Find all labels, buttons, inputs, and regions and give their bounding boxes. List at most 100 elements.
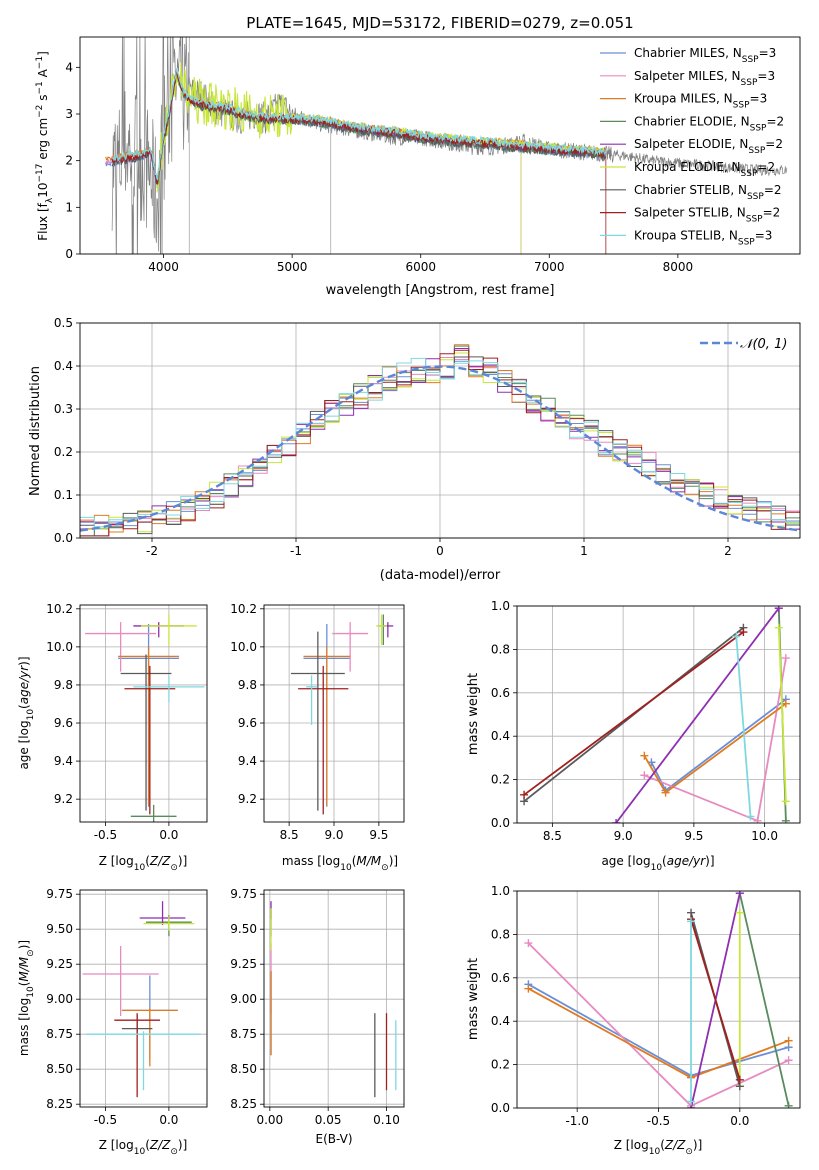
text-part: −1 — [35, 56, 45, 69]
text-part: =2 — [766, 114, 784, 128]
legend-label: Chabrier ELODIE, NSSP=2 — [634, 114, 784, 133]
y-tick-label: 8.25 — [46, 1097, 73, 1111]
weight-marker — [746, 812, 755, 821]
y-tick-label: 4 — [65, 60, 73, 74]
y-tick-label: 1.0 — [491, 884, 510, 898]
text-part: λ — [45, 197, 55, 203]
x-axis-label: mass [log10(M/M⊙)] — [282, 854, 398, 873]
legend-label: Kroupa MILES, NSSP=3 — [634, 92, 767, 111]
legend-label: Chabrier STELIB, NSSP=2 — [634, 183, 782, 202]
x-tick-label: 0 — [436, 544, 444, 558]
x-tick-label: -0.5 — [647, 1114, 670, 1128]
y-axis-label: Normed distribution — [28, 366, 43, 496]
plot-area-mass_vs_Z — [82, 901, 201, 1098]
text-part: −1 — [35, 81, 45, 94]
text-part: Salpeter STELIB, N — [634, 206, 746, 220]
x-tick-label: 10.0 — [751, 829, 778, 843]
weight-marker — [735, 1075, 744, 1084]
text-part: Chabrier ELODIE, N — [634, 114, 750, 128]
axes-residuals: -2 -1 0 1 2 0.0 0.1 0.2 0.3 0.4 0.5 — [54, 316, 801, 558]
y-tick-label: 10.2 — [230, 602, 257, 616]
weight-marker — [732, 632, 741, 641]
text-part: mass [log — [282, 854, 340, 868]
y-tick-label: 9.2 — [238, 792, 257, 806]
y-tick-label: 0.0 — [491, 816, 510, 830]
y-tick-label: 0.0 — [54, 531, 73, 545]
text-part: SSP — [747, 192, 764, 202]
weight-marker — [640, 771, 649, 780]
y-tick-label: 0.6 — [491, 686, 510, 700]
y-tick-label: 0.4 — [54, 359, 73, 373]
legend-label: Chabrier MILES, NSSP=3 — [634, 46, 776, 65]
weight-marker — [781, 654, 790, 663]
text-part: )] — [389, 854, 398, 868]
x-tick-label: 9.0 — [324, 828, 343, 842]
text-part: 10 — [134, 1147, 146, 1157]
x-axis-label: wavelength [Angstrom, rest frame] — [326, 283, 555, 298]
y-tick-label: 0.4 — [491, 729, 510, 743]
y-tick-label: 0.2 — [54, 445, 73, 459]
text-part: )] — [178, 1138, 187, 1152]
y-tick-label: 0.8 — [491, 642, 510, 656]
plot-area-spectrum — [105, 37, 788, 254]
axes-frame — [263, 604, 405, 823]
weight-marker — [784, 1056, 793, 1065]
x-tick-label: 0.0 — [730, 1114, 749, 1128]
y-tick-label: 8.50 — [46, 1062, 73, 1076]
y-tick-label: 2 — [65, 154, 73, 168]
histogram-kroupa-stelib — [80, 357, 800, 528]
y-tick-label: 0.1 — [54, 488, 73, 502]
x-tick-label: 8.5 — [543, 829, 562, 843]
y-tick-label: 9.50 — [230, 922, 257, 936]
text-part: Salpeter ELODIE, N — [634, 137, 748, 151]
weight-line — [690, 918, 741, 1081]
axes-frame — [516, 605, 801, 824]
y-tick-label: 9.4 — [238, 754, 257, 768]
text-part: Z [log — [99, 854, 134, 868]
weight-marker — [661, 788, 670, 797]
x-tick-label: 0.00 — [256, 1113, 283, 1127]
text-part: mass [log — [17, 998, 31, 1056]
text-part: =2 — [764, 183, 782, 197]
x-tick-label: 5000 — [277, 260, 308, 274]
axes-frame — [79, 322, 801, 539]
x-axis-label: age [log10(age/yr)] — [601, 854, 714, 873]
text-part: age/yr — [667, 854, 706, 868]
axes-mass_vs_Z: -0.5 0.0 8.25 8.50 8.75 9.00 9.25 9.50 9.75 — [46, 887, 208, 1127]
y-tick-label: 9.00 — [230, 992, 257, 1006]
text-part: Z/Z — [664, 1138, 686, 1152]
weight-marker — [687, 1097, 696, 1106]
model-spectrum-salpeter-stelib — [111, 71, 607, 185]
weight-line — [735, 636, 752, 817]
text-part: ] — [36, 51, 50, 56]
weight-marker — [640, 751, 649, 760]
text-part: (0, 1) — [752, 337, 787, 352]
axes-frame — [79, 604, 208, 823]
weight-marker — [739, 628, 748, 637]
x-tick-label: -1 — [290, 544, 302, 558]
text-part: =2 — [763, 206, 781, 220]
y-tick-label: 10.0 — [46, 640, 73, 654]
text-part: ⊙ — [170, 1147, 178, 1157]
y-tick-label: 1.0 — [491, 599, 510, 613]
text-part: ( — [17, 982, 31, 987]
y-tick-label: 10.0 — [230, 640, 257, 654]
y-tick-label: 10.2 — [46, 602, 73, 616]
text-part: Chabrier STELIB, N — [634, 183, 747, 197]
axes-frame — [79, 889, 208, 1108]
text-part: 10 — [649, 1147, 661, 1157]
text-part: Z [log — [614, 1138, 649, 1152]
weight-marker — [774, 623, 783, 632]
text-part: Kroupa ELODIE, N — [634, 160, 741, 174]
x-tick-label: 9.5 — [369, 828, 388, 842]
text-part: ( — [660, 1138, 665, 1152]
weight-line — [523, 631, 744, 796]
histogram-salpeter-stelib — [80, 349, 800, 537]
axes-frame — [263, 889, 405, 1108]
text-part: ( — [145, 854, 150, 868]
text-part: )] — [693, 1138, 702, 1152]
model-spectrum-kroupa-stelib — [112, 67, 607, 181]
y-tick-label: 9.4 — [54, 754, 73, 768]
text-part: SSP — [738, 237, 755, 247]
weight-marker — [753, 816, 762, 823]
